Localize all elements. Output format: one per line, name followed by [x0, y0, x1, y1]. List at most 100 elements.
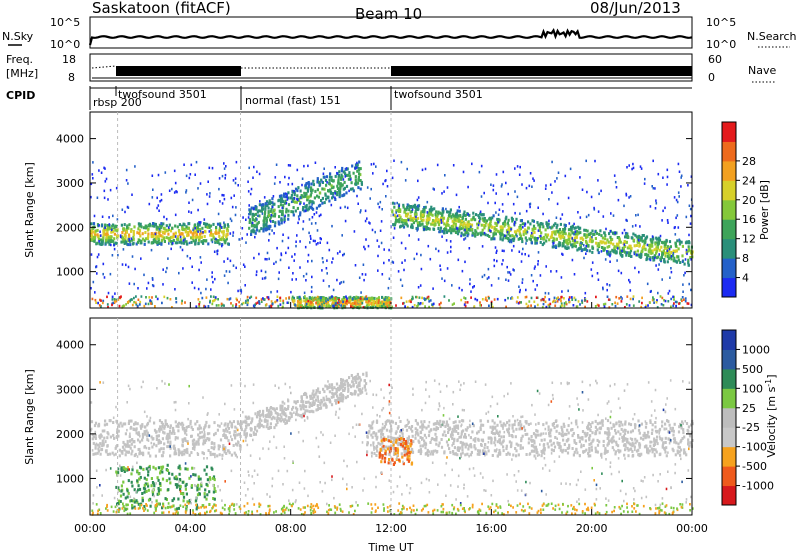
power-cell [223, 167, 226, 170]
velocity-cell [573, 439, 576, 442]
power-cell [481, 275, 484, 279]
power-cell [260, 298, 263, 301]
power-cell [90, 182, 93, 186]
power-cell [188, 201, 190, 204]
power-cell [208, 166, 211, 170]
power-cell [513, 224, 516, 227]
power-cell [361, 298, 364, 302]
power-cell [369, 297, 372, 301]
power-cell [506, 230, 509, 234]
power-cell [462, 212, 465, 216]
power-cell [606, 250, 608, 253]
velocity-cell [163, 424, 166, 428]
power-cell [502, 259, 504, 262]
power-cell [270, 300, 273, 303]
power-cell [544, 300, 547, 303]
power-cell [516, 235, 518, 238]
power-cell [518, 250, 521, 253]
power-cell [216, 252, 219, 256]
velocity-cell [250, 419, 254, 423]
power-cell [300, 194, 303, 197]
power-cell [230, 196, 233, 200]
power-cell [116, 229, 119, 233]
power-cell [423, 228, 425, 231]
velocity-cell [654, 425, 657, 429]
power-cell [584, 235, 588, 239]
power-cell [463, 221, 466, 225]
power-cell [333, 304, 335, 308]
power-cell [374, 305, 377, 309]
velocity-cell [662, 442, 665, 446]
velocity-cell [451, 436, 454, 440]
velocity-cell [307, 400, 310, 404]
velocity-cell [563, 432, 566, 436]
power-cell [198, 268, 200, 272]
power-cell [183, 163, 185, 166]
power-cell [97, 224, 100, 228]
power-cell [394, 221, 397, 225]
power-cell [660, 256, 663, 260]
velocity-cell [163, 431, 166, 435]
power-cell [512, 239, 515, 243]
power-cell [408, 300, 411, 303]
power-cell [614, 301, 616, 304]
velocity-cell [370, 433, 373, 437]
velocity-cell [244, 415, 247, 419]
power-cell [245, 218, 247, 221]
power-cell [393, 227, 396, 230]
power-cell [449, 250, 452, 253]
velocity-cell [667, 437, 670, 441]
power-cell [516, 228, 519, 232]
velocity-cell [269, 406, 273, 409]
power-cell [592, 233, 595, 236]
power-cell [252, 176, 254, 179]
power-cell [497, 277, 500, 280]
power-cell [209, 192, 211, 195]
power-cell [199, 221, 202, 224]
power-cell [354, 302, 357, 306]
velocity-cell [457, 446, 460, 450]
power-cell [246, 233, 248, 236]
power-cell [332, 288, 335, 292]
power-cell [445, 223, 448, 227]
power-cell [480, 164, 483, 168]
power-cell [535, 296, 538, 299]
power-cell [358, 302, 361, 306]
power-cell [198, 301, 201, 304]
power-cell [258, 300, 260, 303]
power-cell [156, 297, 159, 301]
power-cell [323, 167, 325, 170]
power-cell [176, 190, 178, 194]
power-cell [253, 165, 255, 169]
velocity-cell [614, 428, 617, 432]
power-cell [412, 204, 415, 208]
velocity-cell [109, 435, 112, 439]
power-cell [434, 212, 437, 216]
velocity-cell [401, 432, 404, 436]
power-cell [455, 211, 459, 215]
power-cell [94, 298, 97, 302]
power-cell [509, 273, 512, 276]
power-cell [227, 242, 230, 246]
power-cell [567, 196, 570, 200]
power-cell [568, 232, 571, 236]
power-cell [154, 236, 158, 240]
power-cell [472, 216, 475, 220]
power-cell [434, 223, 437, 226]
power-cell [357, 202, 359, 205]
power-cell [437, 210, 440, 214]
power-cell [120, 235, 122, 239]
power-cell [251, 215, 254, 219]
power-cell [98, 304, 101, 307]
power-cell [441, 235, 443, 238]
power-cell [355, 304, 358, 308]
power-cell [212, 222, 215, 226]
power-cell [263, 215, 266, 219]
power-cell [568, 300, 571, 304]
cpid-normal-fast: normal (fast) 151 [245, 94, 341, 107]
velocity-cell [232, 420, 235, 424]
power-cell [292, 272, 294, 275]
power-cell [667, 292, 670, 295]
power-cell [639, 236, 642, 240]
power-cell [446, 251, 449, 254]
